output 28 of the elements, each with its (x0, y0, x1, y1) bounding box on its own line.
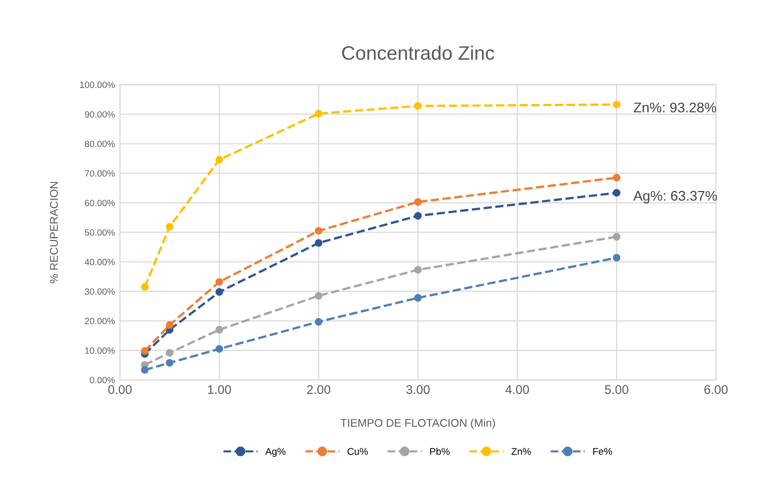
y-tick-label: 0.00% (90, 376, 115, 384)
x-tick-label: 0.00 (108, 385, 132, 394)
y-tick-label: 50.00% (84, 229, 115, 236)
x-tick-label: 3.00 (406, 385, 430, 394)
legend-label: Ag% (265, 448, 286, 457)
y-tick-label: 70.00% (84, 170, 115, 177)
legend-label: Pb% (430, 448, 450, 455)
chart-title: Concentrado Zinc (342, 46, 494, 60)
x-tick-label: 2.00 (307, 385, 330, 394)
annotation: Ag%: 63.37% (633, 190, 717, 204)
legend-label: Cu% (348, 448, 368, 455)
y-tick-label: 20.00% (84, 318, 115, 324)
y-tick-label: 60.00% (84, 200, 115, 206)
y-tick-label: 90.00% (84, 111, 115, 118)
x-tick-label: 6.00 (704, 385, 728, 394)
annotation: Zn%: 93.28% (634, 102, 716, 112)
y-tick-label: 10.00% (85, 347, 115, 354)
y-axis-title: % RECUPERACION (50, 182, 58, 284)
legend-label: Zn% (512, 448, 531, 455)
y-tick-label: 40.00% (84, 258, 115, 266)
y-tick-label: 100.00% (80, 82, 115, 88)
x-tick-label: 5.00 (604, 385, 628, 394)
x-tick-label: 4.00 (505, 385, 529, 394)
x-tick-label: 1.00 (208, 385, 231, 394)
y-tick-label: 80.00% (84, 140, 115, 148)
x-axis-title: TIEMPO DE FLOTACION (Min) (340, 418, 495, 430)
y-tick-label: 30.00% (84, 288, 115, 295)
legend-label: Fe% (593, 448, 612, 455)
